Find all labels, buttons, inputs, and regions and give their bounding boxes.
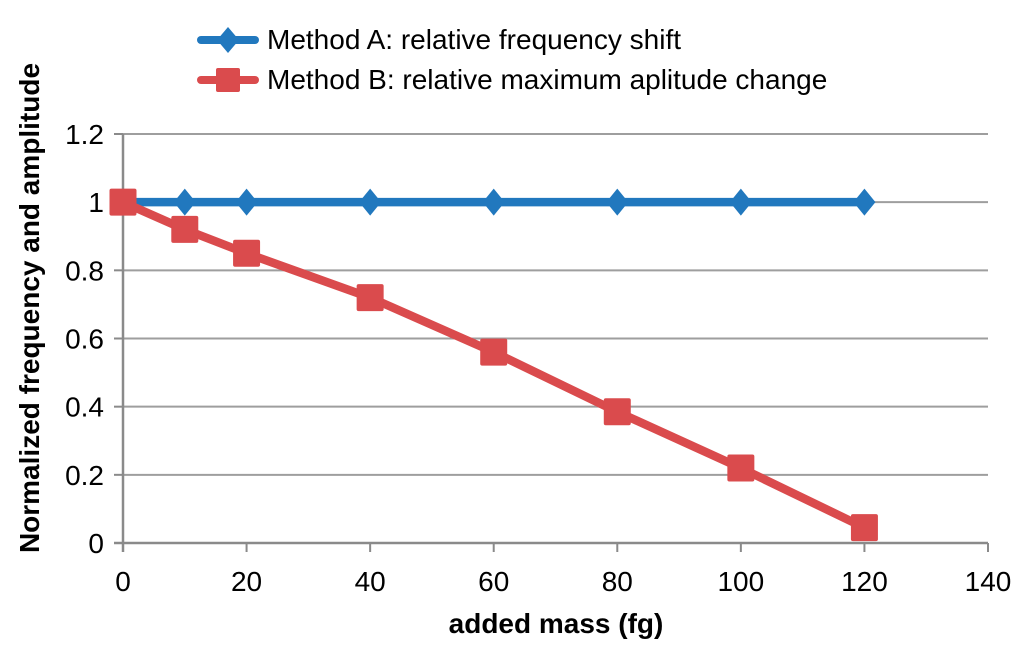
marker-diamond-0-4 (482, 188, 505, 216)
marker-square-1-7 (850, 514, 878, 542)
marker-square-1-1 (171, 215, 199, 243)
y-tick-label-0: 0 (88, 528, 104, 559)
marker-diamond-0-7 (853, 188, 876, 216)
marker-diamond-0-6 (729, 188, 752, 216)
marker-diamond-0-5 (606, 188, 629, 216)
legend-marker-square-icon (197, 68, 259, 92)
marker-square-1-4 (480, 338, 508, 366)
x-tick-label-120: 120 (841, 566, 888, 597)
chart-legend: Method A: relative frequency shift Method… (196, 20, 827, 100)
marker-square-1-2 (233, 239, 261, 267)
legend-marker-diamond-icon (197, 27, 259, 53)
marker-square-1-5 (603, 398, 631, 426)
marker-square-1-0 (109, 188, 137, 216)
x-tick-label-140: 140 (965, 566, 1012, 597)
marker-diamond-0-2 (235, 188, 258, 216)
x-tick-label-40: 40 (355, 566, 386, 597)
x-tick-label-100: 100 (717, 566, 764, 597)
marker-square-1-3 (356, 284, 384, 312)
y-tick-label-0.6: 0.6 (65, 324, 104, 355)
legend-label-0: Method A: relative frequency shift (267, 24, 681, 55)
marker-square-1-6 (727, 454, 755, 482)
marker-diamond-0-3 (359, 188, 382, 216)
x-tick-label-80: 80 (602, 566, 633, 597)
y-tick-label-0.4: 0.4 (65, 392, 104, 423)
marker-diamond-0-1 (173, 188, 196, 216)
y-tick-label-1: 1 (88, 187, 104, 218)
y-tick-label-1.2: 1.2 (65, 119, 104, 150)
y-tick-label-0.8: 0.8 (65, 255, 104, 286)
y-tick-label-0.2: 0.2 (65, 460, 104, 491)
x-axis-title: added mass (fg) (448, 608, 664, 639)
legend-label-1: Method B: relative maximum aplitude chan… (267, 64, 828, 95)
x-tick-label-20: 20 (231, 566, 262, 597)
legend-item-0: Method A: relative frequency shift (196, 20, 827, 60)
x-tick-label-0: 0 (115, 566, 131, 597)
x-tick-label-60: 60 (478, 566, 509, 597)
legend-item-1: Method B: relative maximum aplitude chan… (196, 60, 827, 100)
